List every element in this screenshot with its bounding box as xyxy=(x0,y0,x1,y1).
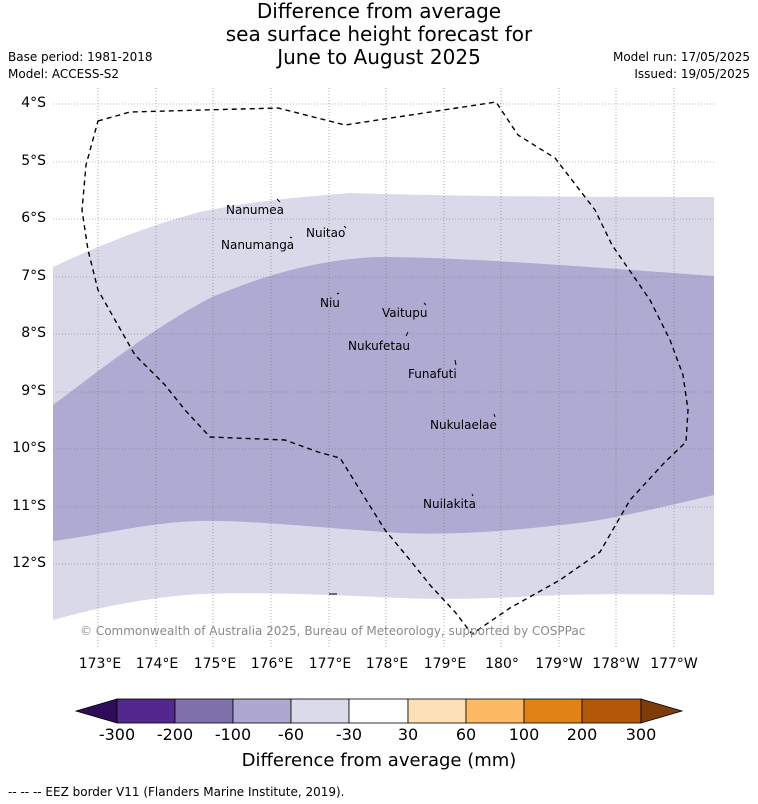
lat-label-11s: 11°S xyxy=(12,498,46,514)
island-funafuti xyxy=(454,359,457,366)
island-nuilakita xyxy=(471,493,474,497)
lon-label-178w: 178°W xyxy=(592,656,640,672)
lon-label-178e: 178°E xyxy=(365,656,409,672)
colorbar-seg-4 xyxy=(290,698,350,724)
model-run: Model run: 17/05/2025 xyxy=(612,50,750,64)
colorbar-label-10: 300 xyxy=(625,725,657,744)
colorbar-label-8: 100 xyxy=(508,725,540,744)
lon-label-177w: 177°W xyxy=(650,656,698,672)
place-label-nuitao: Nuitao xyxy=(306,226,346,240)
grid-lines xyxy=(53,88,714,648)
colorbar-label-9: 200 xyxy=(566,725,598,744)
islands xyxy=(276,198,496,595)
model-name: Model: ACCESS-S2 xyxy=(8,67,120,81)
place-label-niu: Niu xyxy=(320,296,340,310)
colorbar-seg-2 xyxy=(174,698,234,724)
lat-label-8s: 8°S xyxy=(21,325,46,341)
title-line-1: Difference from average xyxy=(256,0,502,23)
title-line-2: sea surface height forecast for xyxy=(225,22,533,46)
island-niu xyxy=(336,292,340,295)
colorbar-seg-9 xyxy=(581,698,642,724)
lon-label-180: 180° xyxy=(485,656,519,672)
colorbar xyxy=(74,698,684,724)
lon-label-177e: 177°E xyxy=(308,656,352,672)
lat-label-9s: 9°S xyxy=(21,383,46,399)
lat-label-12s: 12°S xyxy=(12,555,46,571)
island-nanumanga xyxy=(289,236,293,239)
lat-label-10s: 10°S xyxy=(12,440,46,456)
lon-label-174e: 174°E xyxy=(135,656,179,672)
meta-right: Model run: 17/05/2025 Issued: 19/05/2025 xyxy=(613,49,750,83)
place-label-nukulaelae: Nukulaelae xyxy=(430,418,497,432)
colorbar-seg-6 xyxy=(407,698,467,724)
colorbar-seg-1 xyxy=(116,698,176,724)
lon-label-173e: 173°E xyxy=(78,656,122,672)
colorbar-label-1: -300 xyxy=(98,725,136,744)
colorbar-label-2: -200 xyxy=(156,725,194,744)
meta-left: Base period: 1981-2018 Model: ACCESS-S2 xyxy=(8,49,153,83)
island-nanumea xyxy=(276,198,281,203)
lat-label-6s: 6°S xyxy=(21,210,46,226)
lon-label-179w: 179°W xyxy=(535,656,583,672)
colorbar-seg-8 xyxy=(523,698,583,724)
colorbar-label-3: -100 xyxy=(214,725,252,744)
lat-label-4s: 4°S xyxy=(21,95,46,111)
title-line-3: June to August 2025 xyxy=(277,45,481,69)
eez-footnote: -- -- -- EEZ border V11 (Flanders Marine… xyxy=(8,785,345,799)
colorbar-seg-7 xyxy=(465,698,525,724)
colorbar-high-arrow xyxy=(640,698,684,724)
colorbar-seg-5 xyxy=(348,698,409,724)
eez-border xyxy=(81,101,689,635)
island-vaitupu xyxy=(423,302,427,306)
issued-date: Issued: 19/05/2025 xyxy=(634,67,750,81)
island-nuitao xyxy=(343,225,347,229)
lat-label-5s: 5°S xyxy=(21,153,46,169)
place-label-vaitupu: Vaitupu xyxy=(382,306,428,320)
place-label-nukufetau: Nukufetau xyxy=(348,339,411,353)
colorbar-title: Difference from average (mm) xyxy=(241,750,517,771)
island-nukufetau xyxy=(405,331,409,337)
colorbar-label-4: -60 xyxy=(277,725,305,744)
colorbar-low-arrow xyxy=(74,698,118,724)
band-minus-60-to-100 xyxy=(53,257,714,541)
colorbar-label-7: 60 xyxy=(455,725,477,744)
place-label-nuilakita: Nuilakita xyxy=(423,497,476,511)
colorbar-label-6: 30 xyxy=(397,725,419,744)
place-label-nanumanga: Nanumanga xyxy=(221,238,295,252)
place-label-funafuti: Funafuti xyxy=(408,367,457,381)
colorbar-seg-3 xyxy=(232,698,292,724)
copyright-notice: © Commonwealth of Australia 2025, Bureau… xyxy=(80,624,586,638)
lon-label-176e: 176°E xyxy=(250,656,294,672)
place-label-nanumea: Nanumea xyxy=(226,203,284,217)
base-period: Base period: 1981-2018 xyxy=(8,50,153,64)
island-nukulaelae xyxy=(493,413,496,418)
colorbar-label-5: -30 xyxy=(335,725,363,744)
lat-label-7s: 7°S xyxy=(21,268,46,284)
lon-label-175e: 175°E xyxy=(193,656,237,672)
lon-label-179e: 179°E xyxy=(423,656,467,672)
map-title: Difference from average sea surface heig… xyxy=(0,0,758,69)
